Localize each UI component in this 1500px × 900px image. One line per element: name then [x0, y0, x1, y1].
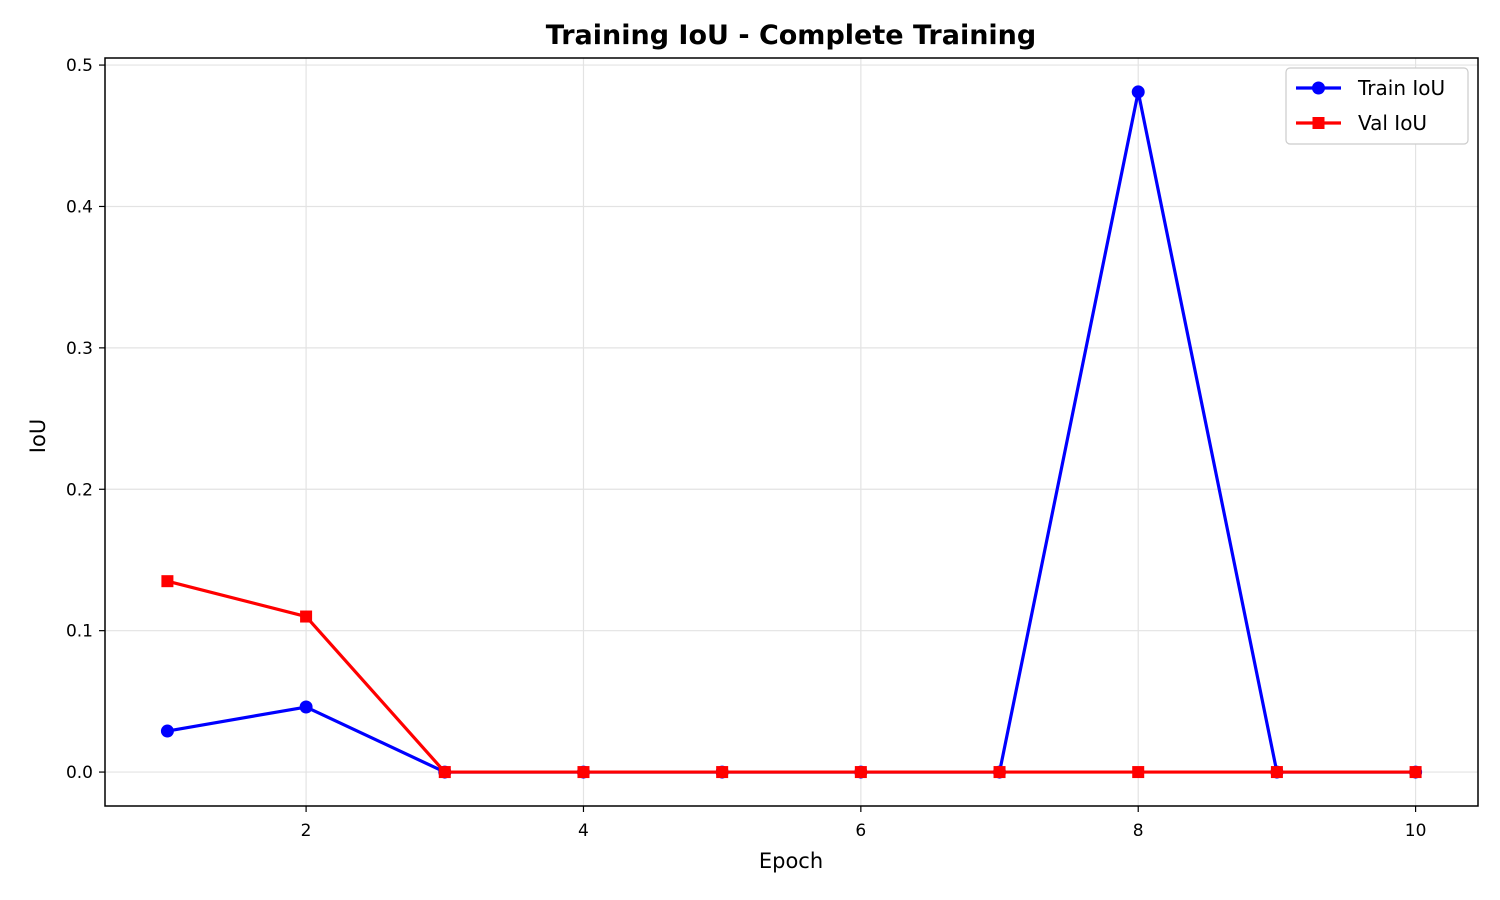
data-point-val-iou: [854, 766, 867, 779]
data-point-val-iou: [716, 766, 729, 779]
x-axis-label: Epoch: [759, 849, 823, 873]
legend-label: Val IoU: [1358, 111, 1427, 135]
plot-frame: [104, 57, 1479, 807]
y-tick-label: 0.5: [66, 56, 93, 76]
legend-entry-train-iou: Train IoU: [1296, 76, 1445, 100]
chart-title: Training IoU - Complete Training: [546, 20, 1036, 51]
data-point-val-iou: [1409, 766, 1422, 779]
legend-marker: [1312, 81, 1325, 95]
legend-marker: [1312, 117, 1325, 129]
data-point-train-iou: [299, 700, 313, 714]
y-tick-label: 0.4: [66, 197, 93, 217]
legend-label: Train IoU: [1357, 76, 1445, 100]
data-point-train-iou: [160, 724, 174, 738]
data-point-val-iou: [1270, 766, 1283, 779]
data-point-val-iou: [438, 766, 451, 779]
legend-entry-val-iou: Val IoU: [1296, 111, 1427, 135]
x-axis-ticks: 2 4 6 8 10: [301, 806, 1427, 841]
y-tick-label: 0.2: [66, 480, 93, 500]
x-tick-label: 6: [855, 821, 866, 841]
series-val-iou: [161, 575, 1422, 779]
series-train-iou: [160, 85, 1423, 779]
data-point-val-iou: [161, 575, 174, 588]
data-point-train-iou: [1131, 85, 1145, 99]
plot-series: [160, 85, 1423, 779]
data-point-val-iou: [577, 766, 590, 779]
y-tick-label: 0.3: [66, 339, 93, 359]
data-point-val-iou: [300, 610, 313, 623]
x-tick-label: 2: [301, 821, 312, 841]
grid: [105, 58, 1478, 806]
y-axis-ticks: 0.0 0.1 0.2 0.3 0.4 0.5: [66, 56, 105, 783]
y-tick-label: 0.1: [66, 622, 93, 642]
y-tick-label: 0.0: [66, 763, 93, 783]
legend: Train IoU Val IoU: [1285, 67, 1469, 145]
x-tick-label: 10: [1405, 821, 1427, 841]
data-point-val-iou: [993, 766, 1006, 779]
data-point-val-iou: [1132, 766, 1145, 779]
y-axis-label: IoU: [26, 419, 50, 453]
x-tick-label: 4: [578, 821, 589, 841]
series-line-val-iou: [167, 579, 1416, 774]
x-tick-label: 8: [1133, 821, 1144, 841]
